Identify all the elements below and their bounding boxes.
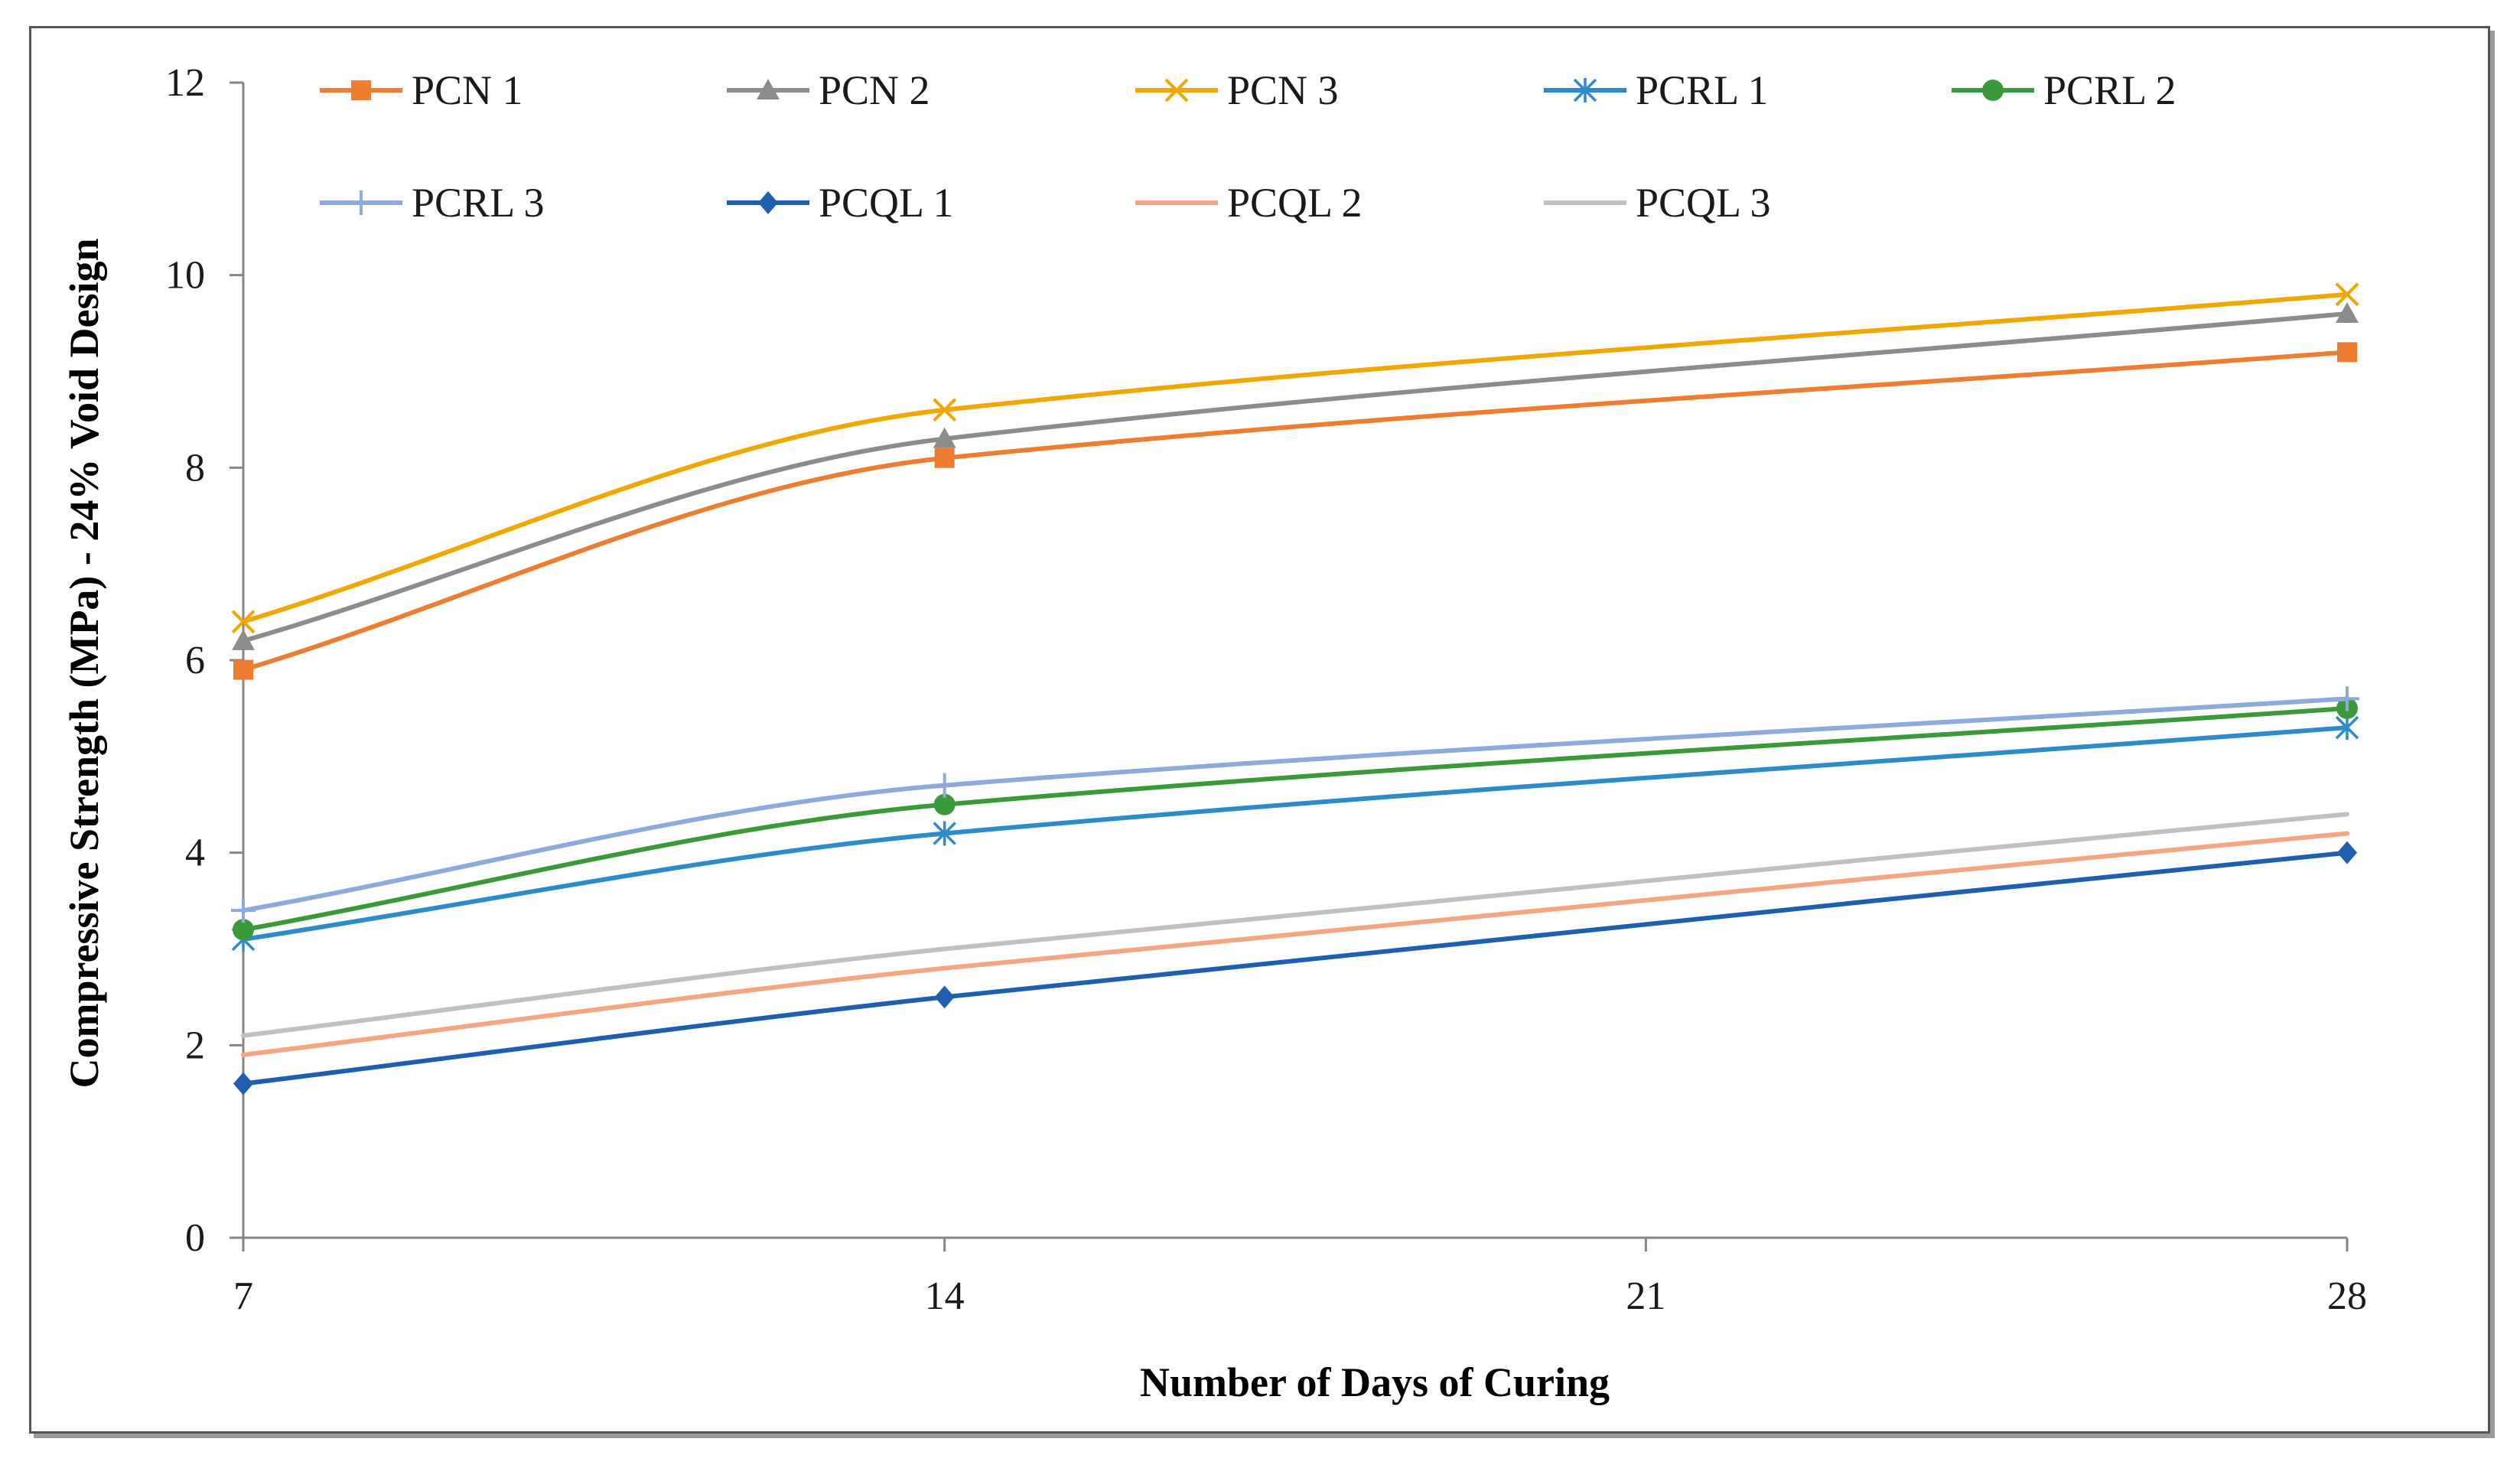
legend-item: PCN 2 <box>727 67 930 113</box>
data-point <box>233 1072 253 1095</box>
y-tick-label: 10 <box>165 254 205 298</box>
series-pcql-2 <box>241 831 2349 1057</box>
axes: 0 2 4 6 8 10 12 7 14 21 28 <box>165 61 2367 1318</box>
series-line <box>241 311 2349 643</box>
legend: PCN 1 PCN 2 PCN 3 PCRL 1 PCRL 2 PCRL 3 PCQL 1 P… <box>320 67 2177 226</box>
y-tick-label: 6 <box>185 639 205 682</box>
series-pcn-3 <box>231 282 2359 634</box>
series-line <box>241 831 2349 1057</box>
x-axis-title: Number of Days of Curing <box>1140 1359 1610 1405</box>
legend-item: PCQL 3 <box>1544 180 1771 226</box>
data-point <box>233 919 254 941</box>
data-point <box>232 629 255 650</box>
legend-marker <box>1164 78 1189 103</box>
legend-item: PCN 1 <box>320 67 523 113</box>
legend-label: PCRL 1 <box>1636 67 1769 113</box>
data-point <box>932 773 957 798</box>
y-axis-title: Compressive Strength (MPa) - 24% Void De… <box>61 238 107 1088</box>
data-point <box>2337 841 2357 864</box>
legend-marker <box>351 80 371 100</box>
series-line <box>241 725 2349 942</box>
series-pcql-1 <box>233 841 2357 1095</box>
data-point <box>934 448 955 468</box>
legend-label: PCN 1 <box>412 67 523 113</box>
series-line <box>241 812 2349 1038</box>
data-point <box>934 985 955 1009</box>
series-line <box>241 850 2349 1086</box>
data-point <box>231 610 256 634</box>
y-tick-label: 8 <box>185 446 205 490</box>
legend-label: PCRL 2 <box>2043 67 2177 113</box>
data-point <box>933 821 956 846</box>
legend-label: PCQL 3 <box>1636 180 1771 226</box>
series-pcrl-2 <box>233 697 2358 941</box>
series-pcn-2 <box>232 302 2359 650</box>
series-pcql-3 <box>241 812 2349 1038</box>
data-point <box>933 398 957 422</box>
legend-marker <box>757 79 780 99</box>
series-line <box>241 705 2349 933</box>
legend-marker <box>349 190 373 215</box>
legend-label: PCQL 2 <box>1227 180 1363 226</box>
series-pcn-1 <box>233 342 2357 680</box>
y-tick-label: 4 <box>185 832 205 875</box>
series-line <box>241 350 2349 672</box>
series-line <box>241 696 2349 913</box>
y-tick-label: 12 <box>165 61 205 105</box>
legend-label: PCN 3 <box>1227 67 1339 113</box>
legend-marker <box>1573 78 1597 103</box>
legend-item: PCRL 2 <box>1952 67 2177 113</box>
series-lines <box>231 282 2359 1095</box>
data-point <box>933 427 956 448</box>
legend-item: PCQL 2 <box>1135 180 1363 226</box>
x-tick-label: 14 <box>925 1274 965 1318</box>
chart-frame <box>29 26 2490 1434</box>
data-point <box>2335 686 2359 711</box>
legend-marker <box>1982 80 2004 101</box>
y-tick-label: 2 <box>185 1024 205 1067</box>
series-pcrl-3 <box>231 686 2359 923</box>
legend-item: PCRL 3 <box>320 180 545 226</box>
legend-item: PCN 3 <box>1135 67 1339 113</box>
legend-label: PCRL 3 <box>412 180 545 226</box>
legend-marker <box>758 191 778 214</box>
legend-label: PCN 2 <box>819 67 930 113</box>
y-tick-label: 0 <box>185 1216 205 1260</box>
legend-item: PCQL 1 <box>727 180 954 226</box>
data-point <box>233 659 253 680</box>
x-tick-label: 21 <box>1626 1274 1665 1318</box>
data-point <box>2335 282 2359 307</box>
data-point <box>2336 302 2359 323</box>
series-line <box>241 291 2349 624</box>
x-tick-label: 28 <box>2327 1274 2367 1318</box>
legend-label: PCQL 1 <box>819 180 954 226</box>
data-point <box>231 898 256 923</box>
data-point <box>933 793 956 815</box>
data-point <box>2335 715 2359 741</box>
legend-item: PCRL 1 <box>1544 67 1769 113</box>
x-tick-label: 7 <box>233 1274 253 1318</box>
data-point <box>2337 342 2357 363</box>
